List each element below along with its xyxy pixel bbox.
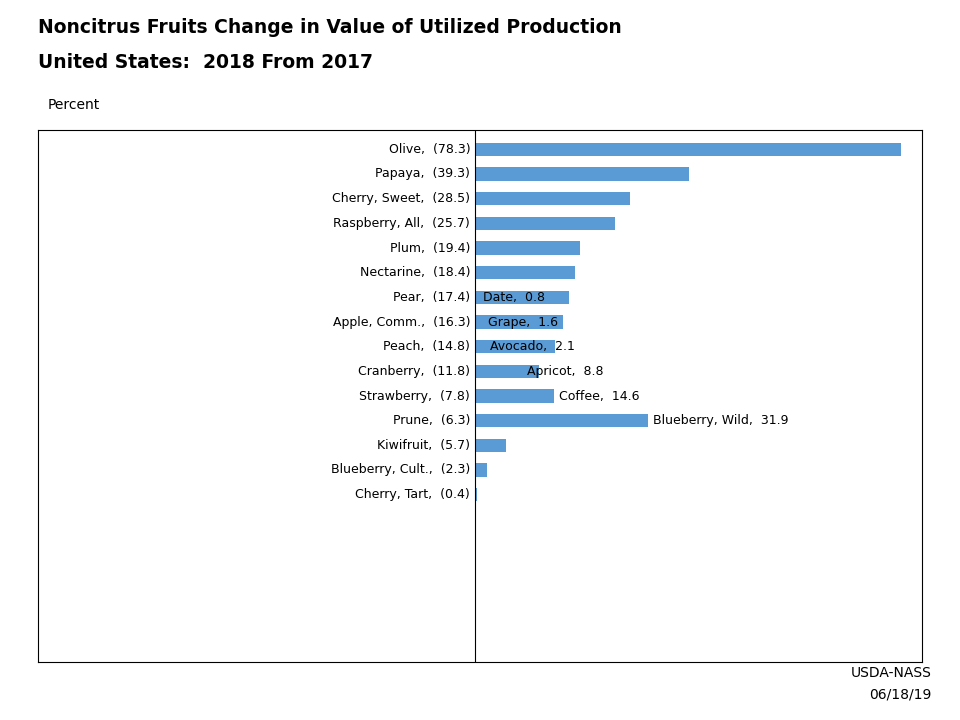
Text: Avocado,  2.1: Avocado, 2.1 bbox=[491, 340, 575, 354]
Text: Grape,  1.6: Grape, 1.6 bbox=[488, 315, 558, 328]
Bar bbox=[474, 414, 509, 428]
Text: United States:  2018 From 2017: United States: 2018 From 2017 bbox=[38, 53, 373, 71]
Text: Noncitrus Fruits Change in Value of Utilized Production: Noncitrus Fruits Change in Value of Util… bbox=[38, 18, 622, 37]
Bar bbox=[474, 364, 522, 378]
Text: Apple, Comm.,  (16.3): Apple, Comm., (16.3) bbox=[333, 315, 470, 328]
Bar bbox=[474, 488, 477, 501]
Bar bbox=[474, 266, 575, 279]
Text: Apricot,  8.8: Apricot, 8.8 bbox=[527, 365, 604, 378]
Bar bbox=[474, 241, 580, 255]
Bar bbox=[474, 364, 539, 378]
Bar bbox=[474, 340, 486, 354]
Bar bbox=[474, 463, 487, 477]
Text: Date,  0.8: Date, 0.8 bbox=[483, 291, 545, 304]
Text: Olive,  (78.3): Olive, (78.3) bbox=[389, 143, 470, 156]
Bar bbox=[474, 315, 483, 329]
Text: Papaya,  (39.3): Papaya, (39.3) bbox=[375, 168, 470, 181]
Bar bbox=[474, 340, 555, 354]
Bar bbox=[474, 192, 630, 205]
Bar bbox=[474, 414, 648, 428]
Text: Cherry, Tart,  (0.4): Cherry, Tart, (0.4) bbox=[355, 488, 470, 501]
Text: Peach,  (14.8): Peach, (14.8) bbox=[383, 340, 470, 354]
Text: Prune,  (6.3): Prune, (6.3) bbox=[393, 414, 470, 427]
Text: Blueberry, Cult.,  (2.3): Blueberry, Cult., (2.3) bbox=[331, 464, 470, 477]
Text: USDA-NASS: USDA-NASS bbox=[851, 667, 931, 680]
Text: Cranberry,  (11.8): Cranberry, (11.8) bbox=[358, 365, 470, 378]
Text: Cherry, Sweet,  (28.5): Cherry, Sweet, (28.5) bbox=[332, 192, 470, 205]
Bar bbox=[474, 315, 564, 329]
Bar bbox=[474, 143, 901, 156]
Text: Blueberry, Wild,  31.9: Blueberry, Wild, 31.9 bbox=[653, 414, 788, 427]
Text: Kiwifruit,  (5.7): Kiwifruit, (5.7) bbox=[377, 438, 470, 452]
Bar bbox=[474, 291, 569, 304]
Text: Pear,  (17.4): Pear, (17.4) bbox=[393, 291, 470, 304]
Text: Strawberry,  (7.8): Strawberry, (7.8) bbox=[359, 390, 470, 402]
Bar bbox=[474, 167, 689, 181]
Text: Plum,  (19.4): Plum, (19.4) bbox=[390, 241, 470, 254]
Text: Raspberry, All,  (25.7): Raspberry, All, (25.7) bbox=[333, 217, 470, 230]
Bar bbox=[474, 438, 506, 452]
Bar bbox=[474, 217, 614, 230]
Bar bbox=[474, 390, 554, 402]
Bar bbox=[474, 390, 517, 402]
Bar bbox=[474, 291, 479, 304]
Text: Coffee,  14.6: Coffee, 14.6 bbox=[559, 390, 639, 402]
Text: Percent: Percent bbox=[48, 98, 100, 112]
Text: 06/18/19: 06/18/19 bbox=[869, 688, 931, 702]
Text: Nectarine,  (18.4): Nectarine, (18.4) bbox=[360, 266, 470, 279]
